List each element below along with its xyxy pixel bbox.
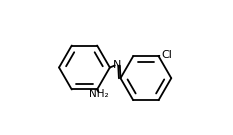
Text: N: N xyxy=(113,60,121,70)
Text: NH₂: NH₂ xyxy=(89,89,108,99)
Text: Cl: Cl xyxy=(161,50,172,60)
